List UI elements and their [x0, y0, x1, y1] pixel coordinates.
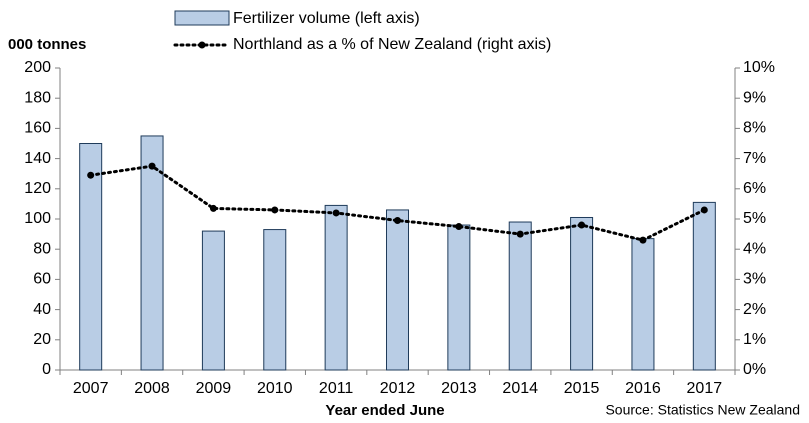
legend-marker [198, 41, 206, 49]
bar [79, 143, 103, 371]
y2-tick-label: 4% [743, 240, 766, 257]
bar [263, 229, 287, 371]
y-axis-label: 000 tonnes [8, 36, 86, 53]
y-tick-label: 120 [24, 180, 51, 197]
y2-tick-label: 3% [743, 271, 766, 288]
bar [692, 201, 716, 371]
bar [386, 209, 409, 371]
line-marker [578, 221, 586, 229]
line-marker [516, 230, 524, 238]
y-tick-label: 160 [24, 120, 51, 137]
x-tick-label: 2014 [502, 380, 538, 397]
x-tick-label: 2007 [73, 380, 109, 397]
line-marker [394, 217, 401, 225]
bar [631, 238, 655, 371]
y-tick-label: 80 [33, 240, 51, 257]
bar [201, 230, 225, 371]
line-marker [87, 171, 95, 179]
bar [508, 221, 532, 371]
x-axis-label: Year ended June [325, 402, 444, 419]
line-marker [700, 206, 708, 214]
y-tick-label: 40 [33, 301, 51, 318]
y-tick-label: 20 [33, 331, 51, 348]
y-tick-label: 180 [24, 89, 51, 106]
y-tick-label: 60 [33, 271, 51, 288]
y-tick-label: 100 [24, 210, 51, 227]
y-tick-label: 0 [42, 361, 51, 378]
y2-tick-label: 2% [743, 301, 766, 318]
y2-tick-label: 1% [743, 331, 766, 348]
source-note: Source: Statistics New Zealand [605, 402, 800, 418]
y2-tick-label: 7% [743, 150, 766, 167]
y2-tick-label: 5% [743, 210, 766, 227]
line-marker [639, 236, 647, 244]
y2-tick-label: 0% [743, 361, 766, 378]
y-tick-label: 140 [24, 150, 51, 167]
y-tick-label: 200 [24, 59, 51, 76]
x-tick-label: 2011 [319, 380, 354, 397]
x-tick-label: 2013 [441, 380, 477, 397]
x-tick-label: 2010 [257, 380, 293, 397]
y2-tick-label: 10% [743, 59, 775, 76]
line-marker [148, 162, 156, 170]
x-tick-label: 2009 [196, 380, 232, 397]
x-tick-label: 2016 [625, 380, 661, 397]
line-marker [455, 223, 463, 231]
line-marker [332, 209, 340, 217]
line-marker [209, 204, 217, 212]
y2-tick-label: 6% [743, 180, 766, 197]
legend-label: Fertilizer volume (left axis) [233, 10, 420, 27]
line-marker [271, 206, 279, 214]
bar [140, 135, 164, 371]
y2-tick-label: 9% [743, 89, 766, 106]
y2-tick-label: 8% [743, 120, 766, 137]
legend-label: Northland as a % of New Zealand (right a… [233, 36, 551, 53]
bar [570, 216, 594, 371]
x-tick-label: 2017 [687, 380, 723, 397]
bar [447, 224, 471, 371]
bar [324, 204, 348, 371]
x-tick-label: 2012 [380, 380, 416, 397]
x-tick-label: 2015 [564, 380, 600, 397]
legend-bar-swatch [174, 10, 230, 26]
x-tick-label: 2008 [134, 380, 170, 397]
